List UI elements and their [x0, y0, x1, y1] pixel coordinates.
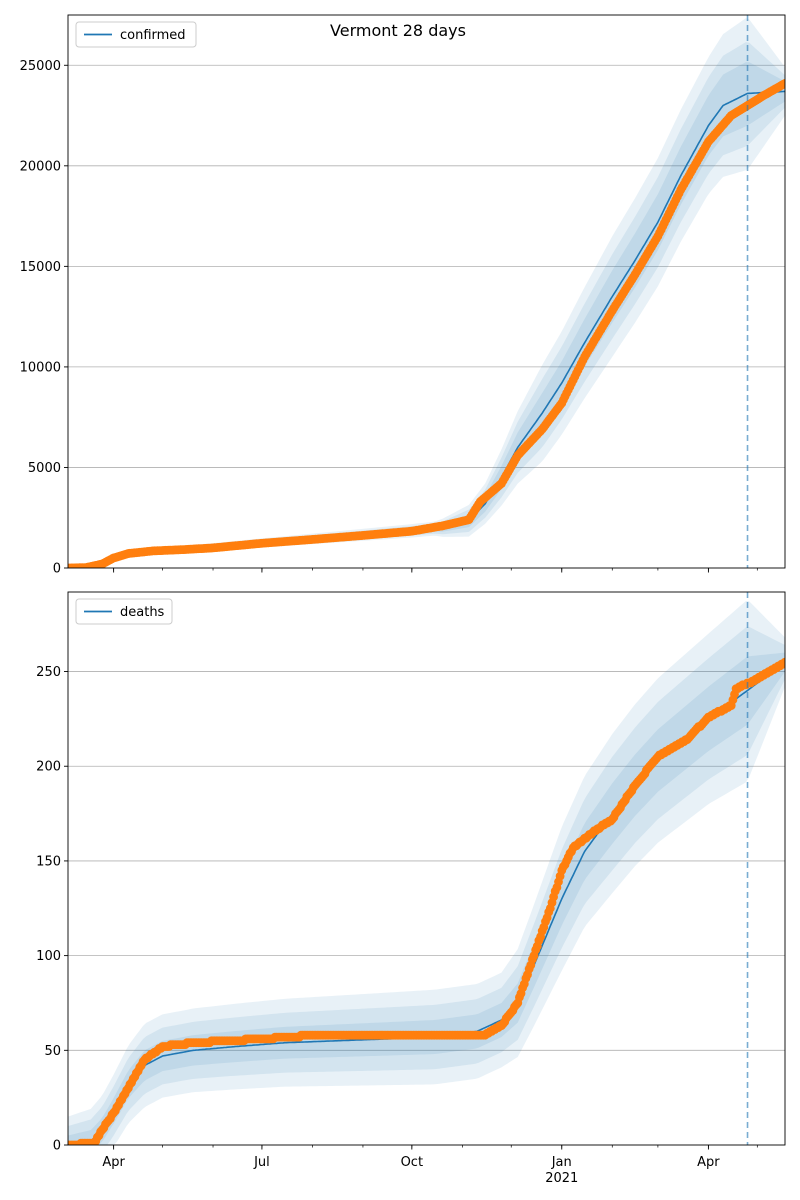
observed-point: [780, 657, 785, 667]
plot-area: [68, 15, 785, 568]
x-tick-label: Jan: [551, 1155, 572, 1170]
uncertainty-band-3: [68, 62, 785, 568]
y-tick-label: 250: [36, 665, 61, 680]
observed-point: [780, 79, 785, 88]
plot-area: [68, 592, 785, 1145]
figure-title: Vermont 28 days: [330, 21, 466, 40]
y-tick-label: 25000: [20, 59, 61, 74]
observed-points: [68, 657, 785, 1145]
legend-box: [75, 598, 173, 625]
x-tick-label: Oct: [401, 1155, 423, 1170]
y-tick-label: 150: [36, 854, 61, 869]
uncertainty-band-3: [68, 652, 785, 1145]
y-axis: 0 50 100 150 200 250: [36, 665, 68, 1154]
y-tick-label: 0: [53, 1139, 61, 1154]
confirmed-panel: 0 5000 10000 15000 20000 25000 confirmed: [20, 14, 786, 577]
y-tick-label: 100: [36, 949, 61, 964]
uncertainty-band-2: [68, 42, 785, 568]
y-tick-label: 50: [44, 1044, 61, 1059]
axes-frame: [67, 591, 786, 1146]
x-tick-label: Jul: [253, 1155, 270, 1170]
legend-label: deaths: [120, 605, 165, 620]
x-year-label: 2021: [545, 1171, 578, 1186]
legend-box: [75, 21, 197, 48]
y-tick-label: 10000: [20, 360, 61, 375]
y-tick-label: 5000: [28, 461, 61, 476]
y-tick-label: 200: [36, 760, 61, 775]
observed-points: [68, 79, 785, 568]
y-axis: 0 5000 10000 15000 20000 25000: [20, 59, 68, 577]
uncertainty-band-1: [68, 600, 785, 1145]
x-axis: [113, 568, 758, 573]
y-tick-label: 15000: [20, 260, 61, 275]
y-gridlines: [68, 671, 785, 1051]
y-tick-label: 20000: [20, 159, 61, 174]
x-tick-label: Apr: [697, 1155, 720, 1170]
uncertainty-band-2: [68, 626, 785, 1145]
y-tick-label: 0: [53, 562, 61, 577]
uncertainty-band-1: [68, 18, 785, 568]
axes-frame: [67, 14, 786, 569]
legend: confirmed: [75, 21, 197, 48]
y-gridlines: [68, 64, 785, 468]
legend: deaths: [75, 598, 173, 625]
x-tick-label: Apr: [102, 1155, 125, 1170]
legend-label: confirmed: [120, 28, 186, 43]
